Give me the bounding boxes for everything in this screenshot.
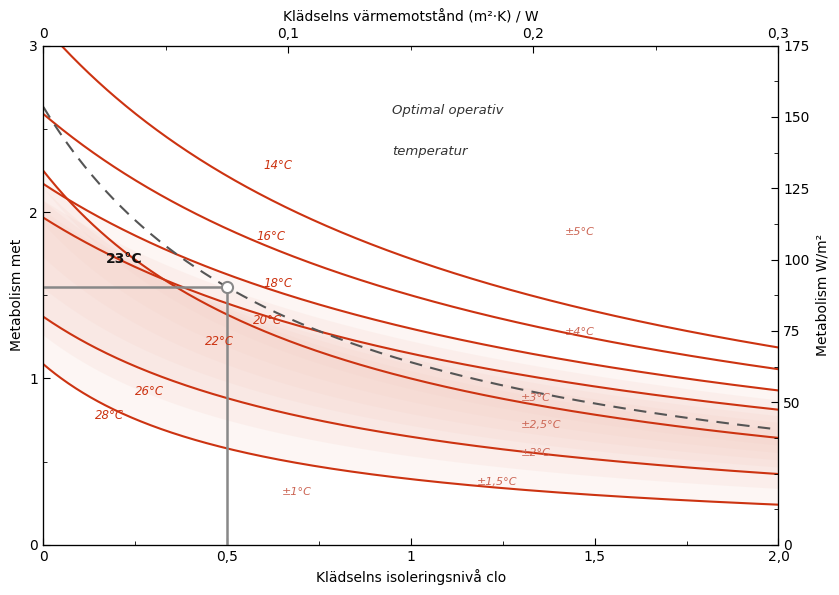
Text: 22°C: 22°C [205,336,234,348]
Y-axis label: Metabolism met: Metabolism met [10,239,23,352]
Text: 20°C: 20°C [253,314,282,327]
Text: 16°C: 16°C [256,230,285,243]
Text: ±2°C: ±2°C [521,449,551,458]
Text: ±4°C: ±4°C [565,327,595,337]
Text: Optimal operativ: Optimal operativ [393,104,504,117]
Text: ±1,5°C: ±1,5°C [477,477,518,487]
Y-axis label: Metabolism W/m²: Metabolism W/m² [816,234,829,356]
X-axis label: Klädselns isoleringsnivå clo: Klädselns isoleringsnivå clo [315,569,506,585]
Text: ±1°C: ±1°C [282,487,312,497]
Text: temperatur: temperatur [393,145,468,158]
Text: ±2,5°C: ±2,5°C [521,420,561,430]
X-axis label: Klädselns värmemotstånd (m²·K) / W: Klädselns värmemotstånd (m²·K) / W [283,10,539,24]
Text: 14°C: 14°C [263,159,293,172]
Text: 26°C: 26°C [135,386,164,398]
Text: 28°C: 28°C [95,409,123,422]
Text: 23°C: 23°C [106,252,142,265]
Text: ±5°C: ±5°C [565,227,595,237]
Text: ±3°C: ±3°C [521,393,551,403]
Text: 18°C: 18°C [263,277,293,290]
